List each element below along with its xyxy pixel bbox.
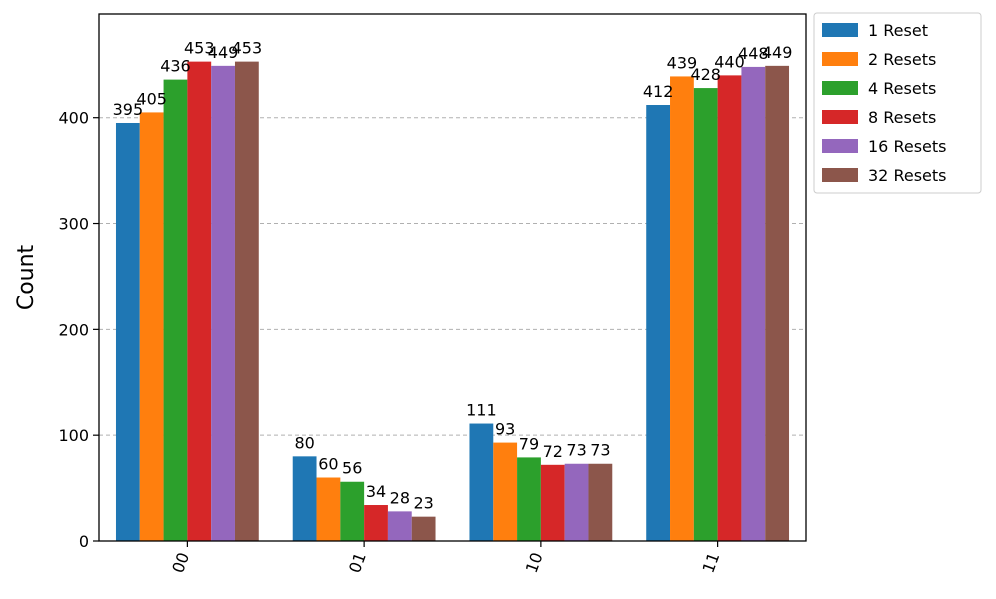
bar-value-label: 93 xyxy=(495,420,515,439)
bar-value-label: 23 xyxy=(413,494,433,513)
bar xyxy=(646,105,671,542)
legend-label: 32 Resets xyxy=(868,166,946,185)
bar xyxy=(493,442,518,541)
bar-value-label: 453 xyxy=(232,39,263,58)
bar xyxy=(564,463,589,541)
bar-value-label: 56 xyxy=(342,459,362,478)
bar-value-label: 449 xyxy=(208,43,239,62)
plot-frame xyxy=(98,13,807,542)
legend-label: 16 Resets xyxy=(868,137,946,156)
x-tick-label: 11 xyxy=(699,550,724,576)
legend-swatch xyxy=(822,139,858,153)
legend: 1 Reset 2 Resets 4 Resets 8 Resets 16 Resets… xyxy=(813,12,982,194)
y-tick-label: 200 xyxy=(58,320,89,339)
bar xyxy=(517,457,541,541)
bar-value-label: 440 xyxy=(714,52,745,71)
y-tick-label: 400 xyxy=(58,109,89,128)
legend-label: 2 Resets xyxy=(868,50,936,69)
legend-swatch xyxy=(822,168,858,182)
bar-value-label: 405 xyxy=(136,89,167,108)
bar-value-label: 428 xyxy=(690,65,721,84)
legend-swatch xyxy=(822,110,858,124)
bar xyxy=(292,456,317,541)
y-tick-label: 0 xyxy=(79,532,89,551)
legend-label: 4 Resets xyxy=(868,79,936,98)
bar xyxy=(187,61,212,541)
bar-value-label: 72 xyxy=(543,442,563,461)
bar xyxy=(163,79,188,541)
bar xyxy=(387,511,412,541)
bar xyxy=(115,122,140,542)
x-tick-label: 01 xyxy=(345,550,370,576)
bar-value-label: 34 xyxy=(366,482,386,501)
legend-label: 1 Reset xyxy=(868,21,928,40)
bar xyxy=(765,65,790,541)
bar xyxy=(741,66,766,541)
bar-value-label: 449 xyxy=(762,43,793,62)
y-axis-title: Count xyxy=(14,244,39,310)
y-tick-label: 300 xyxy=(58,215,89,234)
bar xyxy=(469,423,494,541)
bar xyxy=(588,463,613,541)
bar xyxy=(364,505,388,541)
bar-value-label: 80 xyxy=(294,433,314,452)
bar-value-label: 60 xyxy=(318,455,338,474)
x-tick-label: 10 xyxy=(522,550,547,576)
bar xyxy=(340,481,365,541)
bars xyxy=(115,61,790,542)
bar-value-label: 79 xyxy=(519,434,539,453)
x-tick-label: 00 xyxy=(168,550,193,576)
bar xyxy=(717,75,742,542)
bar-value-label: 73 xyxy=(590,441,610,460)
legend-swatch xyxy=(822,23,858,37)
bar xyxy=(211,65,235,541)
bar-value-label: 436 xyxy=(160,57,191,76)
bar-value-label: 73 xyxy=(566,441,586,460)
bar xyxy=(411,516,436,541)
bar xyxy=(139,112,164,542)
bar-value-label: 28 xyxy=(390,488,410,507)
bar-value-label: 448 xyxy=(738,44,769,63)
bar-value-label: 395 xyxy=(113,100,144,119)
bar xyxy=(234,61,259,541)
y-tick-label: 100 xyxy=(58,426,89,445)
legend-swatch xyxy=(822,52,858,66)
x-axis: 00 01 10 11 xyxy=(168,541,723,575)
bar-value-label: 111 xyxy=(466,401,497,420)
bar-value-label: 453 xyxy=(184,39,215,58)
bar xyxy=(670,76,694,542)
bar xyxy=(540,464,565,541)
bar xyxy=(693,88,718,542)
y-axis: 0 100 200 300 400 xyxy=(58,109,99,551)
legend-swatch xyxy=(822,81,858,95)
bar-value-label: 439 xyxy=(667,53,698,72)
bar-value-label: 412 xyxy=(643,82,674,101)
bar xyxy=(316,477,341,541)
legend-label: 8 Resets xyxy=(868,108,936,127)
